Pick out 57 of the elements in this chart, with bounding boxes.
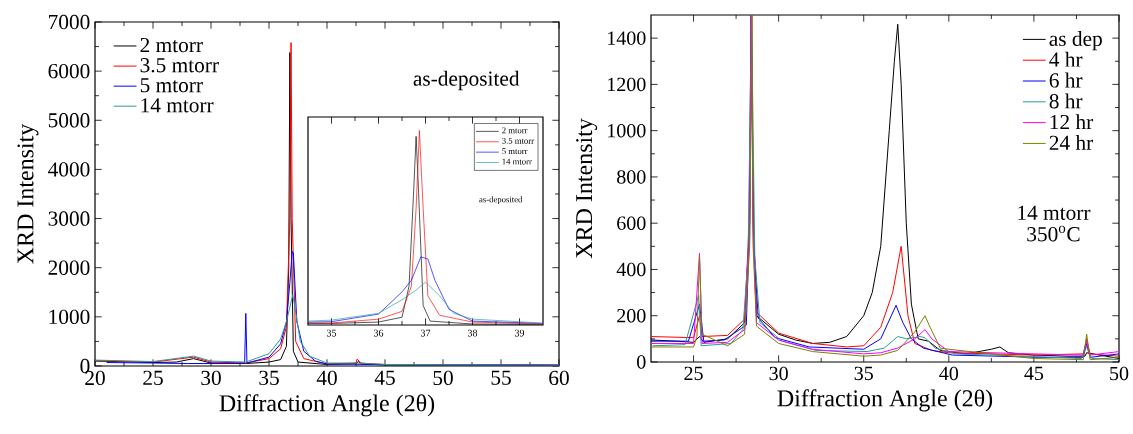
legend-label: 6 hr <box>1049 72 1083 88</box>
x-tick-label: 25 <box>143 370 163 386</box>
y-tick-label: 6000 <box>48 63 90 79</box>
x-tick-label: 40 <box>316 370 337 386</box>
x-tick-label: 55 <box>491 370 511 385</box>
y-tick-label: 1400 <box>608 31 646 45</box>
y-tick-label: 400 <box>616 262 646 277</box>
y-tick-label: 4000 <box>48 162 90 177</box>
y-tick-label: 800 <box>617 170 646 184</box>
y-tick-label: 200 <box>617 308 646 323</box>
x-tick-label: 45 <box>1024 366 1044 381</box>
legend-label: 5 mtorr <box>502 148 528 155</box>
x-tick-label: 38 <box>467 329 478 337</box>
legend-label: 12 hr <box>1050 114 1094 130</box>
legend-label: 5 mtorr <box>140 78 203 93</box>
x-tick-label: 35 <box>259 370 279 386</box>
annotation: 14 mtorr <box>1018 205 1091 220</box>
x-tick-label: 35 <box>854 366 873 381</box>
y-tick-label: 5000 <box>48 113 90 128</box>
x-axis-title: Diffraction Angle (2θ) <box>777 389 993 412</box>
x-tick-label: 50 <box>1110 366 1129 381</box>
x-tick-label: 30 <box>201 370 221 386</box>
x-tick-label: 25 <box>684 366 703 381</box>
y-tick-label: 3000 <box>48 211 90 226</box>
legend-label: as dep <box>1049 31 1102 51</box>
x-tick-label: 39 <box>514 329 525 337</box>
x-tick-label: 50 <box>433 370 453 386</box>
annotation: 350$^{o}$C <box>1027 225 1080 242</box>
x-tick-label: 36 <box>373 329 384 337</box>
legend-label: 2 mtorr <box>140 37 203 53</box>
x-tick-label: 40 <box>939 366 959 381</box>
x-tick-label: 45 <box>374 370 395 385</box>
x-tick-label: 30 <box>769 366 788 381</box>
x-axis-title: Diffraction Angle (2θ) <box>219 394 435 417</box>
x-tick-label: 37 <box>420 329 431 337</box>
y-tick-label: 1000 <box>608 123 646 138</box>
legend-label: 4 hr <box>1049 51 1083 67</box>
y-tick-label: 2000 <box>48 260 90 275</box>
legend-label: 3.5 mtorr <box>502 137 534 144</box>
legend-label: 24 hr <box>1049 135 1094 150</box>
legend-label: 8 hr <box>1049 93 1083 109</box>
y-axis-title: XRD Intensity <box>17 123 39 264</box>
legend-label: 14 mtorr <box>502 158 532 165</box>
y-tick-label: 7000 <box>49 14 90 30</box>
legend-label: 3.5 mtorr <box>140 58 219 73</box>
y-tick-label: 600 <box>617 216 646 230</box>
x-tick-label: 35 <box>326 329 337 337</box>
y-tick-label: 1200 <box>608 77 646 92</box>
line-series <box>95 294 559 366</box>
legend-label: 14 mtorr <box>141 98 214 113</box>
annotation: as-deposited <box>413 70 520 91</box>
legend-label: 2 mtorr <box>502 127 528 134</box>
annotation: as-deposited <box>479 196 523 205</box>
y-axis-title: XRD Intensity <box>576 118 598 259</box>
y-tick-label: 1000 <box>49 309 90 325</box>
y-tick-label: 0 <box>637 355 646 369</box>
x-tick-label: 60 <box>549 370 569 386</box>
